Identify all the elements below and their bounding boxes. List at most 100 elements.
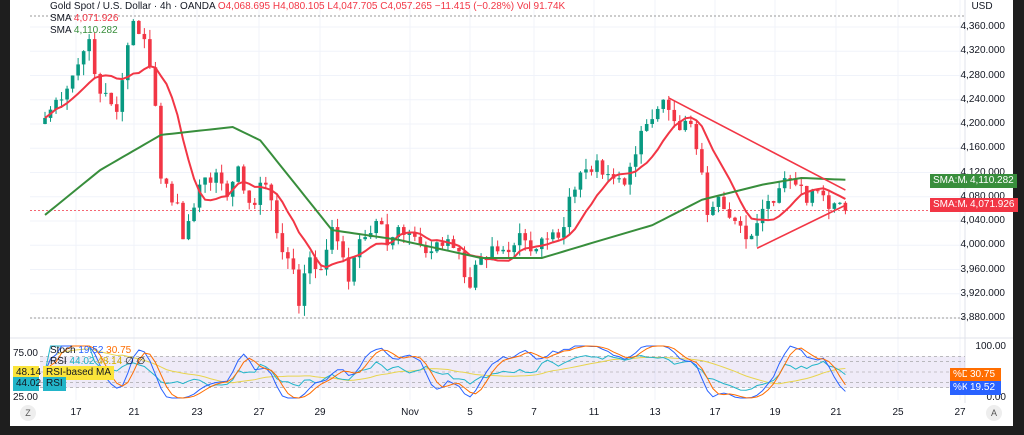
candle-body (479, 257, 483, 265)
candle-body (252, 202, 257, 205)
sma-fast-tag-label: SMA:MA (930, 198, 976, 212)
candle-body (186, 221, 191, 240)
stoch-d-value: 30.75 (106, 345, 132, 356)
candle-body (462, 251, 467, 278)
candle-body (473, 264, 478, 288)
candle-body (247, 190, 252, 203)
stoch-k-value: 19.52 (78, 345, 104, 356)
price-axis-label: 4,080.000 (960, 190, 1006, 202)
ohlc-open: O4,068.695 (217, 1, 271, 12)
candle-body (727, 209, 732, 218)
candle-body (208, 177, 213, 183)
chart-canvas[interactable] (10, 0, 1013, 426)
candle-body (468, 277, 472, 288)
candle-body (131, 20, 136, 46)
candle-body (363, 237, 367, 240)
sma-name: SMA (50, 25, 72, 36)
trendline (756, 204, 846, 250)
rsi-ma-tag-value: 48.14 (13, 366, 41, 380)
stoch-d-line (44, 345, 846, 399)
candle-body (589, 169, 594, 172)
chart-window[interactable]: Gold Spot / U.S. Dollar · 4h · OANDA O4,… (10, 0, 1018, 426)
candle-body (810, 190, 815, 203)
rsi-tag-value: 44.02 (13, 377, 41, 391)
candle-body (352, 257, 356, 282)
price-axis-label: 4,160.000 (960, 142, 1006, 154)
ohlc-change: −11.415 (−0.28%) (434, 1, 515, 12)
candle-body (545, 238, 550, 240)
rsi-name: RSI (50, 356, 67, 367)
candle-body (126, 45, 130, 81)
candle-body (396, 227, 401, 238)
candle-body (755, 223, 759, 236)
price-axis-label: 3,920.000 (960, 287, 1006, 299)
candle-body (120, 80, 125, 112)
candle-body (379, 221, 384, 225)
sma-value: 4,110.282 (73, 25, 118, 36)
candle-body (766, 200, 770, 209)
candle-body (65, 88, 69, 100)
candle-body (335, 227, 340, 242)
candle-body (114, 104, 119, 112)
rsi-ma-value: 48.14 (97, 356, 123, 367)
price-axis-label: 4,240.000 (960, 93, 1006, 105)
candle-body (413, 233, 417, 237)
candle-body (236, 166, 240, 182)
candle-body (313, 257, 318, 270)
price-axis-label: 4,040.000 (960, 215, 1006, 226)
volume: Vol 91.74K (516, 1, 566, 12)
time-axis-label: 29 (314, 407, 326, 418)
candle-body (76, 64, 80, 76)
osc-tick-25: 25.00 (12, 392, 38, 403)
candle-body (744, 225, 748, 240)
candle-body (655, 108, 660, 120)
time-axis-label: 7 (531, 407, 537, 418)
candle-body (435, 242, 439, 252)
time-axis-label: 27 (253, 407, 265, 418)
rsi-legend[interactable]: RSI 44.02 48.14 ∅ ∅ (50, 356, 145, 367)
auto-scale-button[interactable]: A (986, 405, 1002, 421)
candle-body (523, 233, 528, 241)
candle-body (562, 227, 566, 238)
candle-body (164, 178, 169, 184)
candle-body (827, 195, 831, 209)
candle-body (495, 246, 500, 252)
symbol-title: Gold Spot / U.S. Dollar · 4h · OANDA (50, 1, 216, 12)
candle-body (330, 227, 334, 250)
candle-body (153, 67, 158, 106)
candle-body (324, 249, 329, 270)
sma-fast-legend[interactable]: SMA 4,071.926 (50, 13, 118, 24)
candle-body (700, 149, 704, 173)
candle-body (528, 240, 533, 252)
candle-body (722, 196, 726, 210)
candle-body (286, 252, 290, 259)
time-axis-label: 23 (191, 407, 203, 418)
candle-body (241, 166, 246, 191)
candle-body (556, 232, 561, 238)
price-axis-label: 3,880.000 (960, 312, 1006, 323)
sma-fast-line (44, 65, 846, 269)
goto-date-button[interactable]: Z (20, 405, 36, 421)
candle-body (214, 172, 218, 183)
candle-body (440, 242, 445, 246)
candle-body (838, 202, 842, 204)
candle-body (258, 182, 263, 205)
candle-body (357, 239, 362, 258)
candle-body (264, 182, 268, 185)
candle-body (578, 172, 583, 190)
candle-body (490, 246, 494, 261)
sma-slow-legend[interactable]: SMA 4,110.282 (50, 25, 118, 36)
time-axis-label: 21 (128, 407, 140, 418)
time-axis-label: 11 (588, 407, 600, 418)
stoch-legend[interactable]: Stoch 19.52 30.75 (50, 345, 131, 356)
candle-body (43, 117, 47, 124)
candle-body (733, 217, 737, 221)
candle-body (512, 245, 516, 253)
rsi-tag-label: RSI (43, 377, 66, 391)
currency-label[interactable]: USD (971, 1, 993, 12)
sma-fast-tag-value: 4,071.926 (967, 198, 1018, 212)
sma-slow-tag-value: 4,110.282 (967, 174, 1017, 188)
price-axis-label: 4,360.000 (960, 21, 1006, 32)
candle-body (832, 203, 837, 209)
time-axis-label: 25 (892, 407, 904, 418)
